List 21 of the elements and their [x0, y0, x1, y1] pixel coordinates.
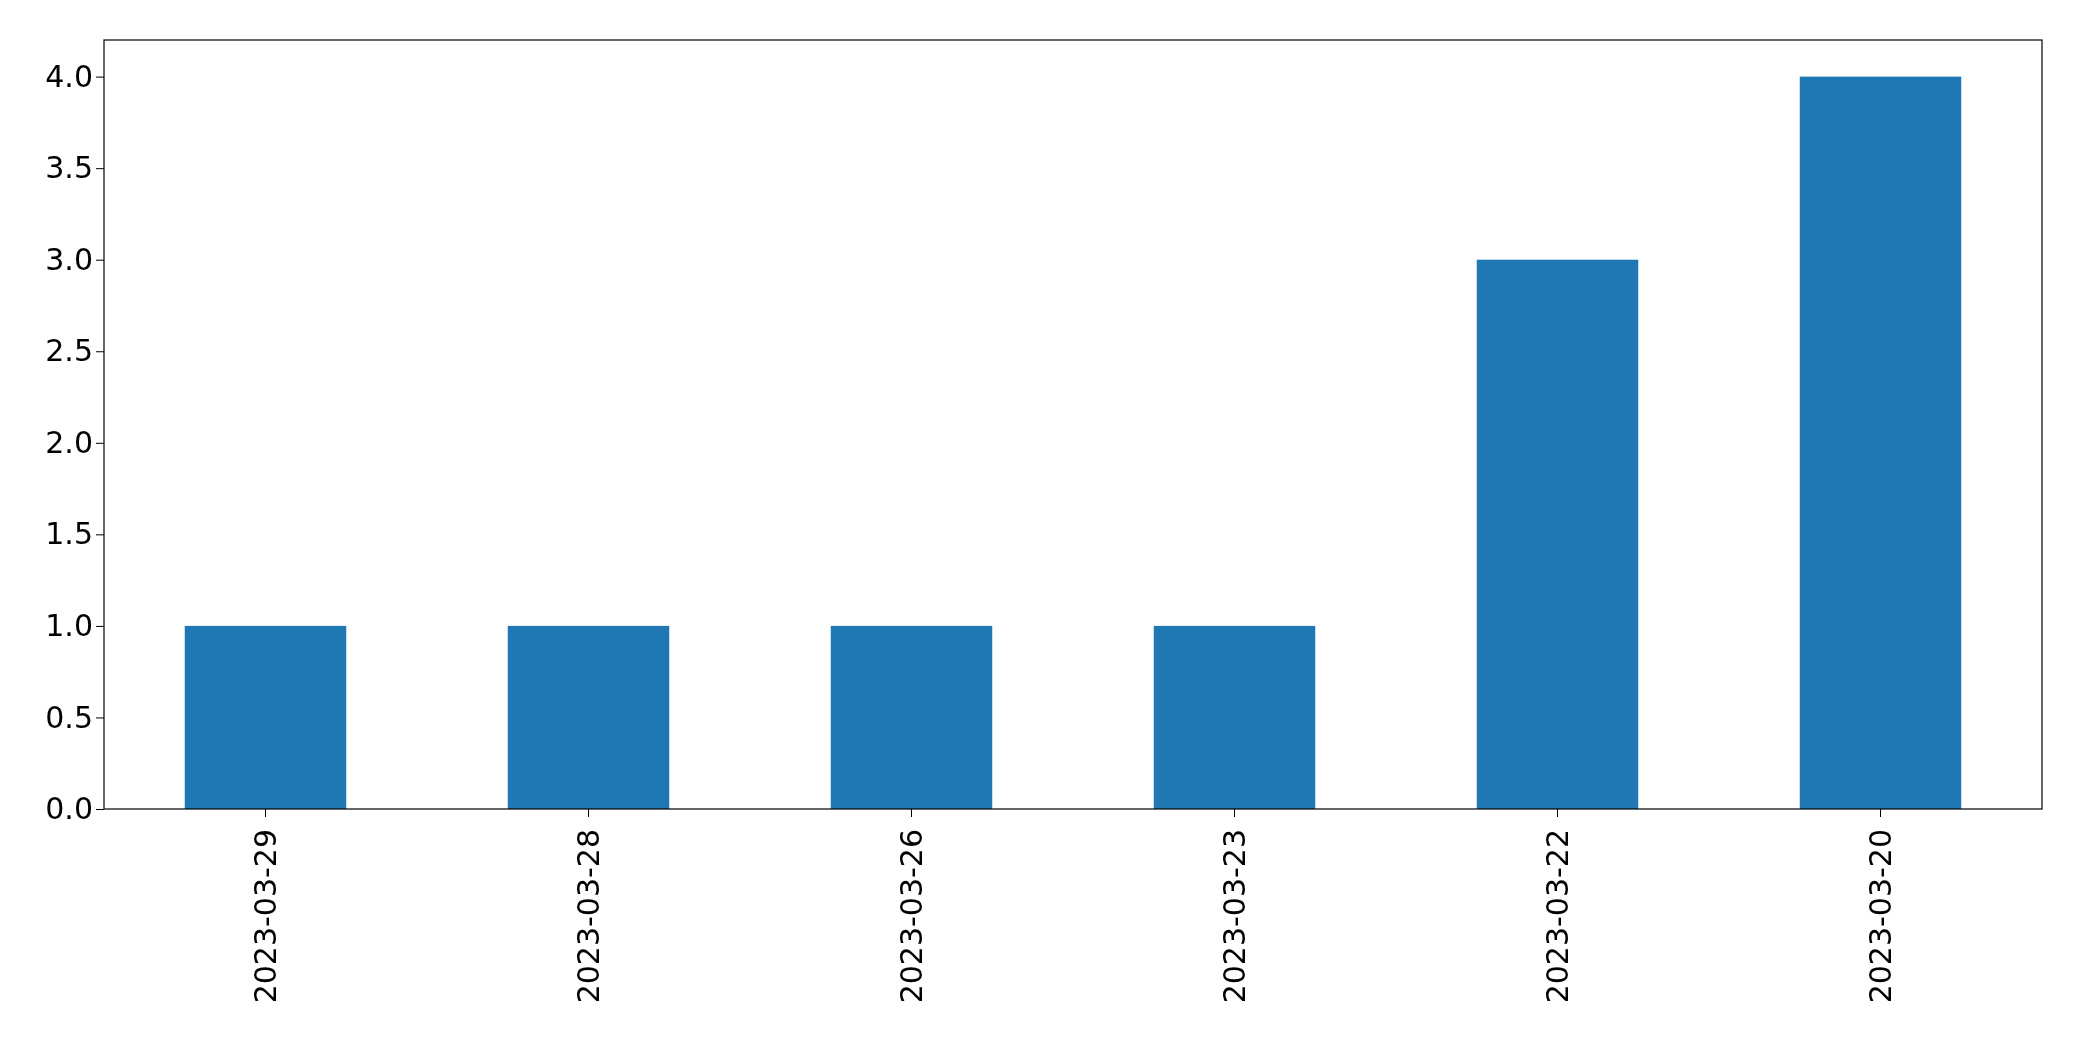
x-tick-label: 2023-03-26 — [894, 829, 929, 1004]
y-tick-label: 2.0 — [45, 424, 93, 460]
y-tick-label: 4.0 — [45, 58, 93, 94]
x-tick-label: 2023-03-20 — [1863, 829, 1898, 1004]
bar — [1799, 76, 1962, 809]
y-tick-label: 0.5 — [45, 699, 93, 735]
x-tick-label: 2023-03-22 — [1540, 829, 1575, 1004]
y-tick-label: 0.0 — [45, 791, 93, 827]
bar — [1153, 625, 1316, 809]
x-tick-label: 2023-03-28 — [571, 829, 606, 1004]
bar — [507, 625, 670, 809]
y-tick-label: 1.0 — [45, 608, 93, 643]
x-tick-label: 2023-03-23 — [1217, 829, 1252, 1004]
y-tick-label: 2.5 — [45, 333, 93, 369]
x-tick-label: 2023-03-29 — [248, 829, 283, 1004]
bar — [1476, 259, 1639, 809]
bar — [830, 625, 993, 809]
y-tick-label: 3.0 — [45, 241, 93, 277]
y-tick-label: 3.5 — [45, 150, 93, 186]
bar — [184, 625, 347, 809]
y-tick-label: 1.5 — [45, 516, 93, 552]
